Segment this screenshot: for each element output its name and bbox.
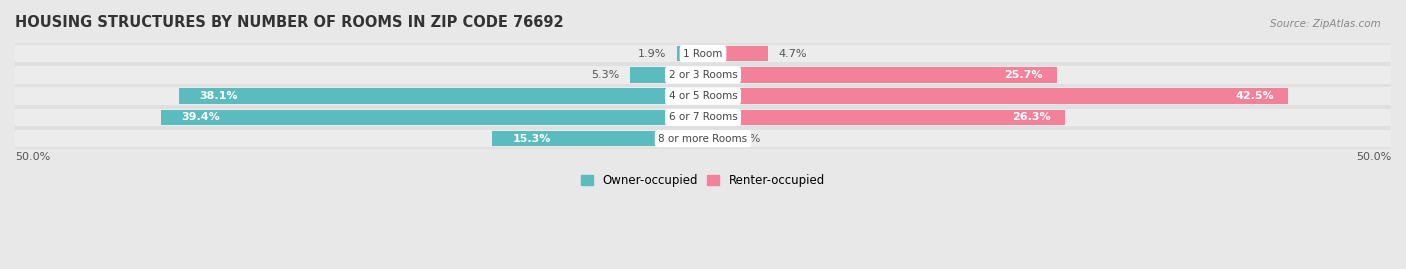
Bar <box>15 86 1391 107</box>
Bar <box>703 110 1064 125</box>
Bar <box>676 46 703 61</box>
Text: 1 Room: 1 Room <box>683 49 723 59</box>
Bar <box>15 64 1391 86</box>
Text: 50.0%: 50.0% <box>1355 152 1391 162</box>
Bar <box>703 46 768 61</box>
Text: HOUSING STRUCTURES BY NUMBER OF ROOMS IN ZIP CODE 76692: HOUSING STRUCTURES BY NUMBER OF ROOMS IN… <box>15 15 564 30</box>
Text: 25.7%: 25.7% <box>1004 70 1043 80</box>
Bar <box>15 43 1391 64</box>
Text: 50.0%: 50.0% <box>15 152 51 162</box>
Bar <box>630 67 703 83</box>
Bar <box>15 128 1391 149</box>
Text: 1.9%: 1.9% <box>637 49 666 59</box>
Text: 38.1%: 38.1% <box>200 91 238 101</box>
Text: 39.4%: 39.4% <box>181 112 221 122</box>
Bar <box>15 130 1391 147</box>
Text: 2 or 3 Rooms: 2 or 3 Rooms <box>669 70 737 80</box>
Bar <box>15 109 1391 126</box>
Bar <box>703 89 1288 104</box>
Text: 8 or more Rooms: 8 or more Rooms <box>658 134 748 144</box>
Bar <box>179 89 703 104</box>
Bar <box>160 110 703 125</box>
Text: 15.3%: 15.3% <box>513 134 551 144</box>
Text: Source: ZipAtlas.com: Source: ZipAtlas.com <box>1270 19 1381 29</box>
Text: 0.85%: 0.85% <box>725 134 761 144</box>
Text: 26.3%: 26.3% <box>1012 112 1052 122</box>
Bar <box>492 131 703 146</box>
Text: 5.3%: 5.3% <box>591 70 619 80</box>
Text: 6 or 7 Rooms: 6 or 7 Rooms <box>669 112 737 122</box>
Legend: Owner-occupied, Renter-occupied: Owner-occupied, Renter-occupied <box>576 169 830 192</box>
Bar <box>15 87 1391 105</box>
Text: 4 or 5 Rooms: 4 or 5 Rooms <box>669 91 737 101</box>
Bar <box>15 45 1391 62</box>
Text: 42.5%: 42.5% <box>1236 91 1274 101</box>
Bar <box>703 131 714 146</box>
Bar <box>15 66 1391 84</box>
Bar <box>15 107 1391 128</box>
Bar <box>703 67 1057 83</box>
Text: 4.7%: 4.7% <box>779 49 807 59</box>
